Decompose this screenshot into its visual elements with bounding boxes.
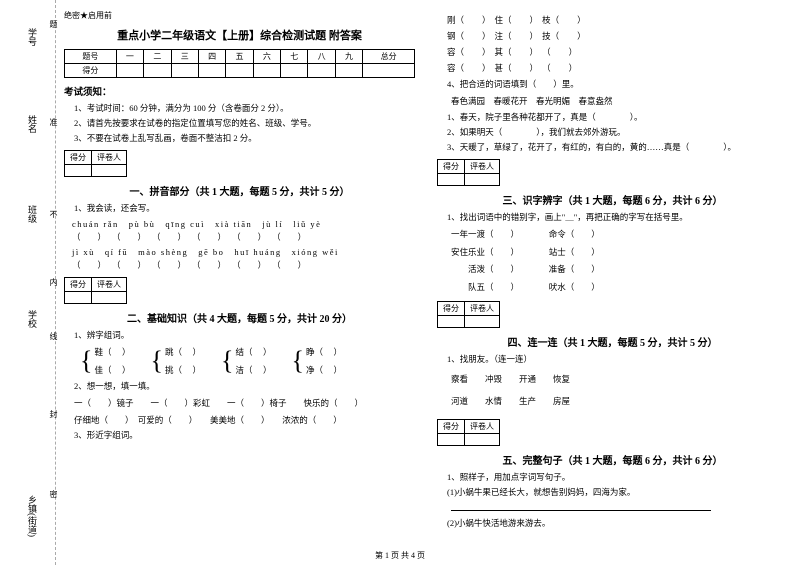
margin-mark: 准 — [48, 118, 59, 126]
side-label: 学号 — [26, 28, 39, 46]
instruction: 2、请首先按要求在试卷的指定位置填写您的姓名、班级、学号。 — [74, 117, 415, 130]
side-label: 乡镇(街道) — [26, 495, 39, 537]
fill-line: 一（ ）镜子 一（ ）彩虹 一（ ）椅子 快乐的（ ） — [74, 396, 415, 410]
margin-mark: 密 — [48, 490, 59, 498]
side-label: 姓名 — [26, 115, 39, 133]
char-row: 钢（ ） 注（ ） 技（ ） — [447, 30, 788, 42]
right-column: 刚（ ） 住（ ） 枝（ ） 钢（ ） 注（ ） 技（ ） 容（ ） 其（ ） … — [437, 10, 788, 547]
line: (2)小蜗牛快活地游来游去。 — [447, 517, 788, 530]
score-box: 得分评卷人 — [437, 159, 500, 186]
char-row: 刚（ ） 住（ ） 枝（ ） — [447, 14, 788, 26]
char-row: 容（ ） 其（ ） （ ） — [447, 46, 788, 58]
line: (1)小蜗牛果已经长大，就想告别妈妈，四海为家。 — [447, 486, 788, 499]
binding-margin: 学号 姓名 班级 学校 乡镇(街道) 题 准 不 内 线 封 密 — [8, 0, 56, 565]
section-5-head: 五、完整句子（共 1 大题，每题 6 分，共计 6 分） — [437, 452, 788, 467]
paren-row: （ ）（ ）（ ）（ ）（ ）（ ） — [72, 259, 415, 271]
q-text: 1、我会读，还会写。 — [74, 202, 415, 215]
section-3-head: 三、识字辨字（共 1 大题，每题 6 分，共计 6 分） — [437, 192, 788, 207]
score-box: 得分评卷人 — [64, 150, 127, 177]
side-label: 学校 — [26, 310, 39, 328]
th: 八 — [308, 50, 335, 64]
score-box: 得分评卷人 — [437, 419, 500, 446]
margin-mark: 线 — [48, 332, 59, 340]
line: 1、春天，院子里各种花都开了，真是（ ）。 — [447, 111, 788, 124]
section-1-head: 一、拼音部分（共 1 大题，每题 5 分，共计 5 分） — [64, 183, 415, 198]
line: 2、如果明天（ ），我们就去郊外游玩。 — [447, 126, 788, 139]
match-row: 察看 冲毁 开通 恢复 — [451, 370, 788, 389]
th: 九 — [335, 50, 362, 64]
brace-row: {鞋（佳（ ） ） {跳（挑（ ） ） {结（洁（ ） ） {睁（净（ ） ） — [80, 346, 415, 376]
line: 3、天暖了，草绿了，花开了，有红的，有白的，黄的……真是（ ）。 — [447, 141, 788, 154]
pinyin-row: chuán rǎn pù bù qīng cuì xià tiān jù lí … — [72, 218, 415, 230]
char-row: 容（ ） 甚（ ） （ ） — [447, 62, 788, 74]
margin-mark: 内 — [48, 278, 59, 286]
item: 一年一渡（ ） 命令（ ） — [451, 227, 788, 241]
exam-title: 重点小学二年级语文【上册】综合检测试题 附答案 — [64, 27, 415, 43]
margin-mark: 不 — [48, 210, 59, 218]
th: 四 — [198, 50, 225, 64]
margin-mark: 题 — [48, 20, 59, 28]
answer-line — [451, 501, 711, 511]
word-bank: 春色满园 春暖花开 春光明媚 春意盎然 — [451, 94, 788, 108]
left-column: 绝密★启用前 重点小学二年级语文【上册】综合检测试题 附答案 题号 一 二 三 … — [64, 10, 415, 547]
q-text: 1、辨字组词。 — [74, 329, 415, 342]
paren-row: （ ）（ ）（ ）（ ）（ ）（ ） — [72, 231, 415, 243]
q-text: 1、照样子，用加点字词写句子。 — [447, 471, 788, 484]
section-4-head: 四、连一连（共 1 大题，每题 5 分，共计 5 分） — [437, 334, 788, 349]
item: 活泼（ ） 准备（ ） — [451, 262, 788, 276]
q-text: 1、找出词语中的错别字，画上"＿"，再把正确的字写在括号里。 — [447, 211, 788, 224]
match-row: 河道 水情 生产 房屋 — [451, 392, 788, 411]
q-text: 4、把合适的词语填到（ ）里。 — [447, 78, 788, 91]
fill-line: 仔细地（ ） 可爱的（ ） 美美地（ ） 浓浓的（ ） — [74, 413, 415, 427]
item: 安住乐业（ ） 站士（ ） — [451, 245, 788, 259]
secret-label: 绝密★启用前 — [64, 10, 415, 21]
th: 一 — [116, 50, 143, 64]
score-table: 题号 一 二 三 四 五 六 七 八 九 总分 得分 — [64, 49, 415, 78]
score-box: 得分评卷人 — [64, 277, 127, 304]
instruction: 3、不要在试卷上乱写乱画，卷面不整洁扣 2 分。 — [74, 132, 415, 145]
item: 队五（ ） 吠水（ ） — [451, 280, 788, 294]
q-text: 3、形近字组词。 — [74, 429, 415, 442]
q-text: 2、想一想，填一填。 — [74, 380, 415, 393]
th: 三 — [171, 50, 198, 64]
th: 总分 — [363, 50, 415, 64]
side-label: 班级 — [26, 205, 39, 223]
section-2-head: 二、基础知识（共 4 大题，每题 5 分，共计 20 分） — [64, 310, 415, 325]
score-box: 得分评卷人 — [437, 301, 500, 328]
margin-mark: 封 — [48, 410, 59, 418]
page-footer: 第 1 页 共 4 页 — [0, 550, 800, 561]
instructions-head: 考试须知： — [64, 84, 415, 98]
th: 五 — [226, 50, 253, 64]
th: 二 — [144, 50, 171, 64]
pinyin-row: jì xù qí fū mào shèng gē bo huī huáng xi… — [72, 246, 415, 258]
th: 六 — [253, 50, 280, 64]
th: 七 — [281, 50, 308, 64]
instruction: 1、考试时间：60 分钟，满分为 100 分（含卷面分 2 分）。 — [74, 102, 415, 115]
th: 题号 — [65, 50, 117, 64]
row-label: 得分 — [65, 64, 117, 78]
q-text: 1、找朋友。（连一连） — [447, 353, 788, 366]
page-content: 绝密★启用前 重点小学二年级语文【上册】综合检测试题 附答案 题号 一 二 三 … — [64, 10, 788, 547]
